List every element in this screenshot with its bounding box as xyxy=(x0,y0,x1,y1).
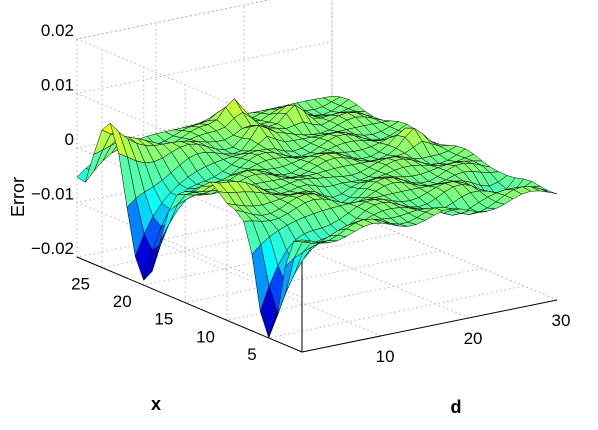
d-tick-label: 20 xyxy=(464,329,483,348)
z-tick-label: 0.02 xyxy=(41,21,74,40)
x-tick-label: 10 xyxy=(196,327,215,346)
x-tick-label: 25 xyxy=(71,275,90,294)
back-edge xyxy=(76,0,333,257)
error-surface xyxy=(76,95,558,339)
x-axis-label: x xyxy=(151,394,161,414)
tick-labels: −0.02 −0.01 0 0.01 0.02 5 10 15 20 25 10 20 30 xyxy=(31,21,570,366)
d-tick-label: 10 xyxy=(376,347,395,366)
surface-patch xyxy=(85,149,103,183)
x-tick-label: 5 xyxy=(247,345,256,364)
z-tick-label: −0.01 xyxy=(31,185,74,204)
z-tick-label: 0 xyxy=(65,130,74,149)
d-tick-label: 30 xyxy=(552,311,571,330)
d-axis-label: d xyxy=(451,397,462,417)
surface-patch xyxy=(293,239,312,243)
x-tick-label: 15 xyxy=(154,310,173,329)
z-tick-label: −0.02 xyxy=(31,239,74,258)
axis-line xyxy=(301,299,558,353)
z-tick-label: 0.01 xyxy=(41,76,74,95)
z-axis-label: Error xyxy=(8,177,28,217)
x-tick-label: 20 xyxy=(113,292,132,311)
